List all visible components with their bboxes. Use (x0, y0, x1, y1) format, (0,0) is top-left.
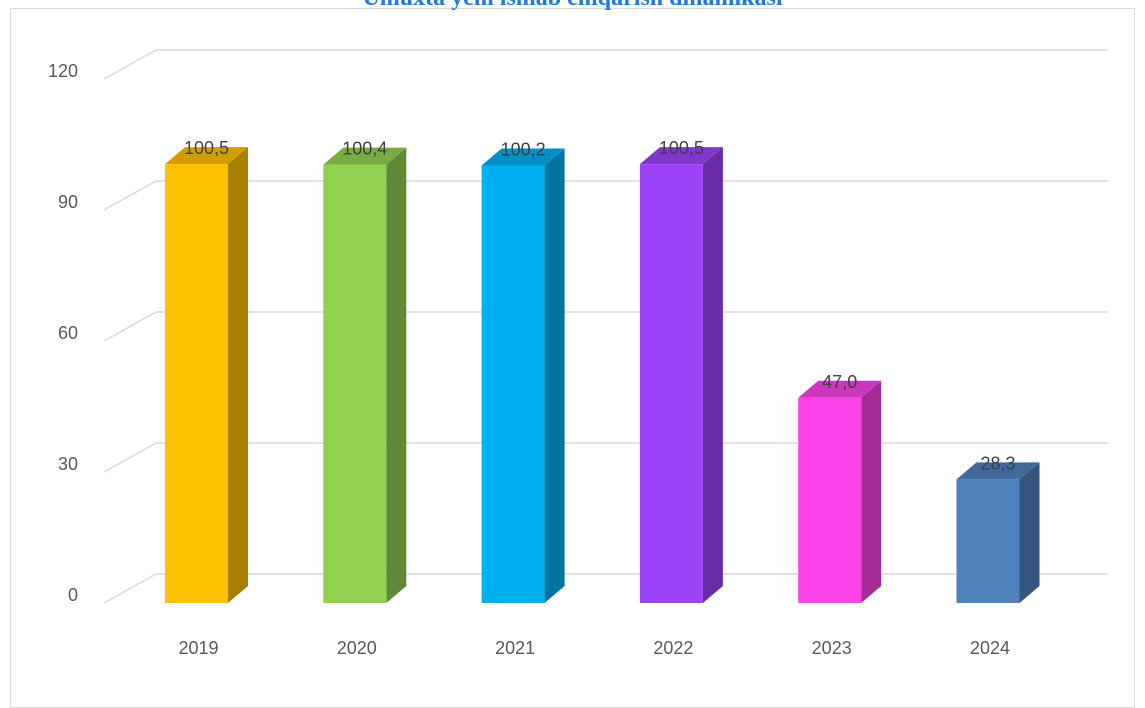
data-label: 100,4 (342, 139, 387, 159)
bars (165, 147, 1040, 603)
bar-top (956, 462, 1040, 480)
bar-side (1019, 462, 1040, 603)
bar-top (165, 147, 248, 165)
bar-2021 (481, 148, 565, 603)
x-tick-label: 2023 (812, 638, 852, 658)
x-tick-label: 2024 (970, 638, 1010, 658)
bar-front (956, 479, 1020, 603)
bar-side (386, 147, 407, 603)
data-label: 28,3 (980, 453, 1015, 473)
x-tick-label: 2019 (178, 638, 218, 658)
bar-side (228, 147, 248, 603)
x-tick-label: 2021 (495, 638, 535, 658)
bar-top (798, 380, 882, 398)
x-tick-label: 2020 (337, 638, 377, 658)
bar-2020 (323, 147, 407, 603)
gridline-diagonal (103, 311, 157, 342)
data-label: 100,5 (184, 138, 229, 158)
x-axis-categories: 2019 2020 2021 2022 2023 2024 (178, 638, 1010, 658)
bar-2024 (956, 462, 1040, 603)
grid-layer (103, 49, 1108, 604)
y-axis-ticks: 0 30 60 90 120 (48, 61, 78, 605)
data-labels: 100,5 100,4 100,2 100,5 47,0 28,3 (184, 138, 1016, 473)
bar-front (639, 164, 703, 603)
gridline-diagonal (103, 49, 157, 80)
data-label: 100,5 (659, 138, 704, 158)
y-tick-label: 90 (58, 192, 78, 212)
y-tick-label: 30 (58, 454, 78, 474)
gridline-diagonal (103, 180, 157, 211)
bar-top (639, 147, 723, 165)
y-tick-label: 0 (68, 585, 78, 605)
data-label: 100,2 (501, 139, 546, 159)
bar-side (544, 148, 565, 603)
bar-2023 (798, 380, 882, 603)
gridline-diagonal (103, 442, 157, 473)
y-tick-label: 60 (58, 323, 78, 343)
bar-side (861, 380, 882, 603)
bar-top (323, 147, 407, 165)
bar-2022 (639, 147, 723, 603)
bar-top (481, 148, 565, 166)
bar-front (323, 164, 387, 603)
bar-side (702, 147, 723, 603)
bar-front (165, 164, 228, 603)
bar-2019 (165, 147, 248, 603)
data-label: 47,0 (822, 372, 857, 392)
x-tick-label: 2022 (653, 638, 693, 658)
bar-front (481, 165, 545, 603)
chart-title: Ümuxta yeni ismab emqarisn dinamikasi (0, 0, 1145, 14)
bar-front (798, 397, 862, 603)
y-tick-label: 120 (48, 61, 78, 81)
gridline-diagonal (103, 573, 157, 604)
